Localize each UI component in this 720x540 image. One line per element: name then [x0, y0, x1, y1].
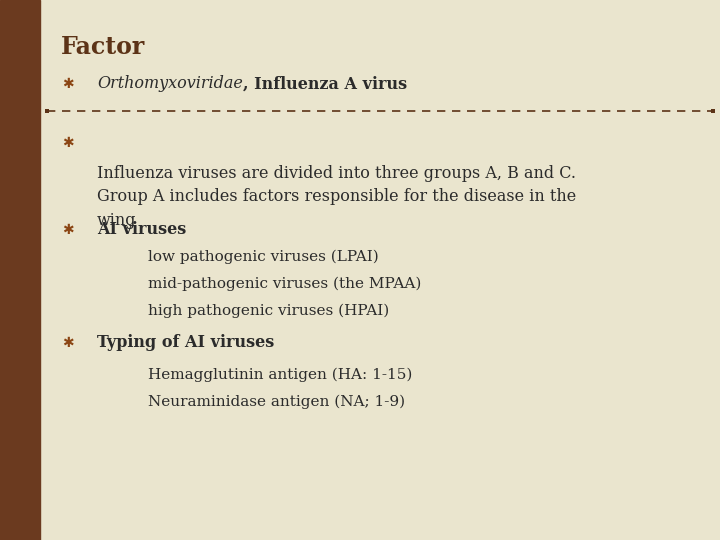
- Text: Typing of AI viruses: Typing of AI viruses: [97, 334, 274, 352]
- Text: Orthomyxoviridae: Orthomyxoviridae: [97, 75, 243, 92]
- Text: low pathogenic viruses (LPAI): low pathogenic viruses (LPAI): [148, 249, 378, 264]
- Text: Factor: Factor: [61, 35, 145, 59]
- Bar: [0, 0, 40, 540]
- Text: high pathogenic viruses (HPAI): high pathogenic viruses (HPAI): [148, 303, 389, 318]
- Text: ✱: ✱: [63, 336, 74, 350]
- Text: Hemagglutinin antigen (HA: 1-15): Hemagglutinin antigen (HA: 1-15): [148, 368, 412, 382]
- Text: Neuraminidase antigen (NA; 1-9): Neuraminidase antigen (NA; 1-9): [148, 395, 405, 409]
- Text: ✱: ✱: [63, 77, 74, 91]
- Text: Influenza viruses are divided into three groups A, B and C.
Group A includes fac: Influenza viruses are divided into three…: [97, 165, 577, 229]
- Text: AI viruses: AI viruses: [97, 221, 186, 238]
- Text: ✱: ✱: [63, 136, 74, 150]
- Text: mid-pathogenic viruses (the MPAA): mid-pathogenic viruses (the MPAA): [148, 276, 421, 291]
- Text: ✱: ✱: [63, 222, 74, 237]
- Text: , Influenza A virus: , Influenza A virus: [243, 75, 408, 92]
